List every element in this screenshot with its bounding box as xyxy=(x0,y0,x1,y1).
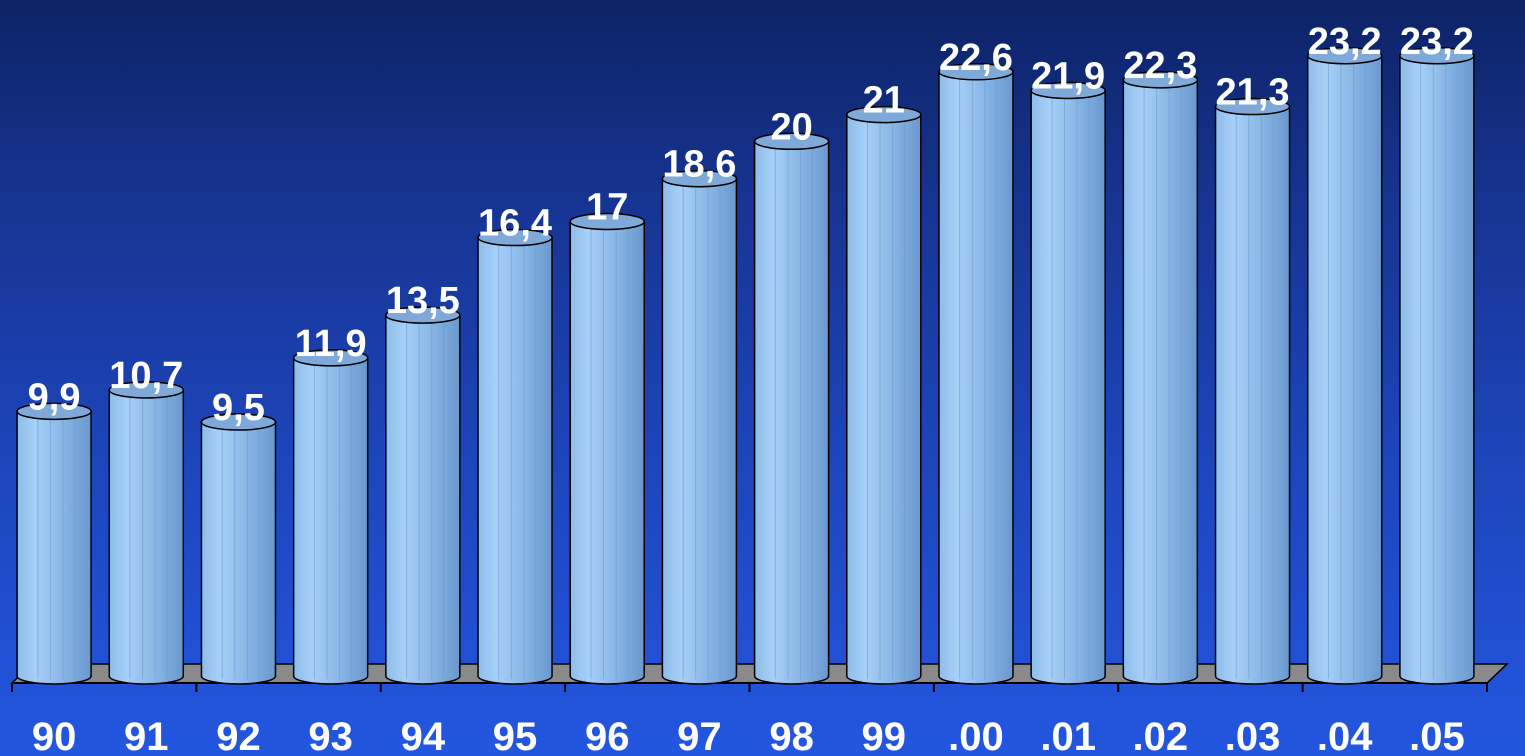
bar-.01 xyxy=(1030,81,1106,685)
category-label: 90 xyxy=(32,715,77,756)
bar-96 xyxy=(569,212,645,685)
data-label: 10,7 xyxy=(109,355,183,397)
bar-99 xyxy=(846,105,922,685)
data-label: 21 xyxy=(863,80,905,122)
bar-top xyxy=(1399,47,1475,65)
bar-body xyxy=(385,314,461,685)
category-label: .03 xyxy=(1225,715,1281,756)
bar-top xyxy=(661,169,738,188)
bar-.05 xyxy=(1399,47,1475,685)
category-label: 95 xyxy=(493,715,538,756)
data-label: 22,6 xyxy=(939,37,1013,79)
category-label: 92 xyxy=(216,715,261,756)
data-label: 9,9 xyxy=(28,376,81,418)
category-label: 99 xyxy=(862,715,907,756)
bar-90 xyxy=(16,402,92,685)
data-label: 18,6 xyxy=(662,144,736,186)
bar-body xyxy=(569,220,645,685)
data-label: 21,3 xyxy=(1216,72,1290,114)
bar-98 xyxy=(753,132,830,685)
bar-body xyxy=(938,71,1014,685)
bar-top xyxy=(385,306,461,324)
data-label: 13,5 xyxy=(386,280,460,322)
bar-.02 xyxy=(1122,71,1199,685)
bar-top xyxy=(200,413,277,431)
data-labels-group: 9,9 10,7 9,5 11,9 13,5 16,4 17 18,6 20 21 22,6 21,9… xyxy=(28,21,1474,429)
bar-top xyxy=(753,132,830,151)
bar-body xyxy=(753,140,830,685)
bar-body xyxy=(1399,55,1475,685)
category-label: .00 xyxy=(948,715,1004,756)
data-label: 17 xyxy=(586,187,628,229)
data-label: 22,3 xyxy=(1123,45,1197,87)
bar-top xyxy=(108,381,185,399)
bar-top xyxy=(1030,81,1106,100)
bar-body xyxy=(477,236,553,685)
category-label: 98 xyxy=(769,715,814,756)
category-label: .01 xyxy=(1040,715,1096,756)
data-label: 16,4 xyxy=(478,203,552,245)
data-label: 21,9 xyxy=(1031,56,1105,98)
bar-92 xyxy=(200,413,277,685)
data-label: 23,2 xyxy=(1400,21,1474,63)
category-label: 93 xyxy=(308,715,353,756)
category-label: 91 xyxy=(124,715,169,756)
data-label: 9,5 xyxy=(212,387,265,429)
data-label: 11,9 xyxy=(295,323,367,365)
bar-top xyxy=(1306,47,1383,65)
bar-top xyxy=(569,212,645,231)
bar-top xyxy=(938,63,1014,81)
bar-body xyxy=(1306,55,1383,685)
bar-body xyxy=(1214,105,1291,685)
bar-.03 xyxy=(1214,97,1291,685)
bar-.04 xyxy=(1306,47,1383,685)
bar-body xyxy=(108,389,185,685)
bar-top xyxy=(1122,71,1199,89)
bar-body xyxy=(661,177,738,685)
bars-group xyxy=(16,47,1475,685)
bar-body xyxy=(1122,79,1199,685)
bar-top xyxy=(16,402,92,421)
bar-top xyxy=(477,228,553,247)
category-label: .05 xyxy=(1409,715,1465,756)
bar-.00 xyxy=(938,63,1014,685)
bar-97 xyxy=(661,169,738,685)
bar-body xyxy=(200,421,277,685)
bar-body xyxy=(1030,89,1106,685)
category-label: 97 xyxy=(677,715,722,756)
bar-91 xyxy=(108,381,185,685)
bar-body xyxy=(292,357,369,685)
bar-94 xyxy=(385,306,461,685)
x-axis-ticks xyxy=(11,683,1488,692)
category-label: .04 xyxy=(1317,715,1373,756)
bar-top xyxy=(1214,97,1291,116)
category-labels-group: 90 91 92 93 94 95 96 97 98 99 .00 .01 .02 .03 .04 .05 xyxy=(32,715,1465,756)
category-label: .02 xyxy=(1133,715,1189,756)
bar-body xyxy=(16,410,92,685)
category-label: 96 xyxy=(585,715,630,756)
bar-top xyxy=(846,105,922,124)
bar-95 xyxy=(477,228,553,685)
bar-body xyxy=(846,113,922,685)
category-label: 94 xyxy=(401,715,446,756)
bar-93 xyxy=(292,349,369,685)
bar-top xyxy=(292,349,369,367)
data-label: 20 xyxy=(770,106,812,148)
data-label: 23,2 xyxy=(1308,21,1382,63)
